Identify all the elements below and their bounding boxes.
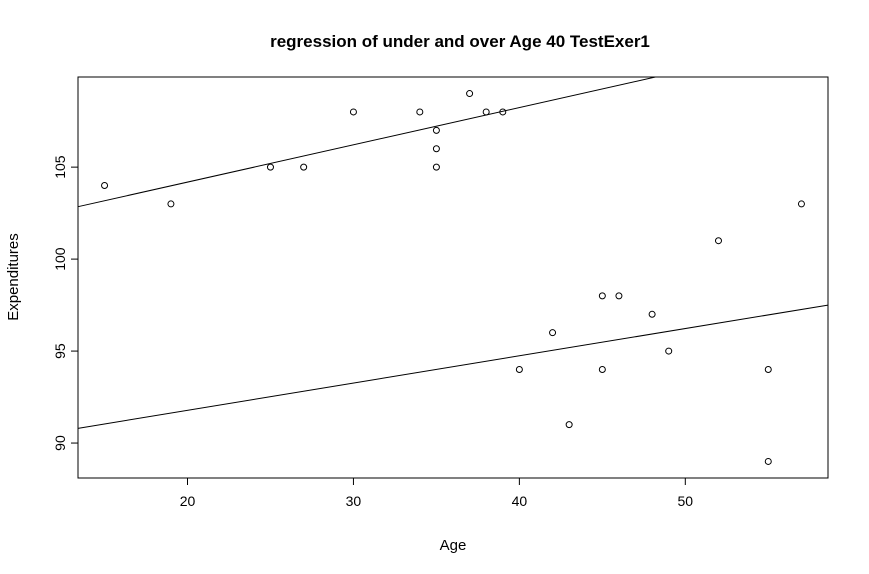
data-point	[466, 90, 474, 98]
data-point	[714, 237, 722, 245]
data-point	[515, 365, 523, 373]
y-tick-label: 100	[52, 247, 68, 271]
chart-title: regression of under and over Age 40 Test…	[270, 32, 650, 51]
data-point	[300, 163, 308, 171]
data-point	[416, 108, 424, 116]
y-axis: 90 95 100 105	[52, 155, 79, 451]
x-tick-label: 50	[678, 493, 694, 509]
data-point	[432, 163, 440, 171]
data-point	[648, 310, 656, 318]
data-point	[349, 108, 357, 116]
data-point	[797, 200, 805, 208]
y-tick-label: 95	[52, 343, 68, 359]
regression-line-1	[77, 76, 656, 208]
data-point	[764, 457, 772, 465]
data-point	[101, 182, 109, 190]
data-point	[499, 108, 507, 116]
data-point	[266, 163, 274, 171]
x-tick-label: 40	[512, 493, 528, 509]
data-point	[549, 329, 557, 337]
regression-line-2	[77, 304, 829, 429]
x-axis: 20 30 40 50	[180, 477, 694, 509]
data-point	[167, 200, 175, 208]
plot-frame	[77, 76, 829, 479]
x-tick-label: 20	[180, 493, 196, 509]
x-axis-label: Age	[440, 537, 467, 554]
data-point	[598, 365, 606, 373]
y-tick-label: 105	[52, 155, 68, 179]
y-tick-label: 90	[52, 435, 68, 451]
data-point	[665, 347, 673, 355]
data-points	[101, 90, 805, 465]
data-point	[432, 145, 440, 153]
data-point	[565, 421, 573, 429]
data-point	[598, 292, 606, 300]
data-point	[764, 365, 772, 373]
data-point	[432, 126, 440, 134]
data-point	[482, 108, 490, 116]
y-axis-label: Expenditures	[5, 233, 22, 321]
data-point	[615, 292, 623, 300]
regression-lines	[77, 76, 829, 429]
x-tick-label: 30	[346, 493, 362, 509]
